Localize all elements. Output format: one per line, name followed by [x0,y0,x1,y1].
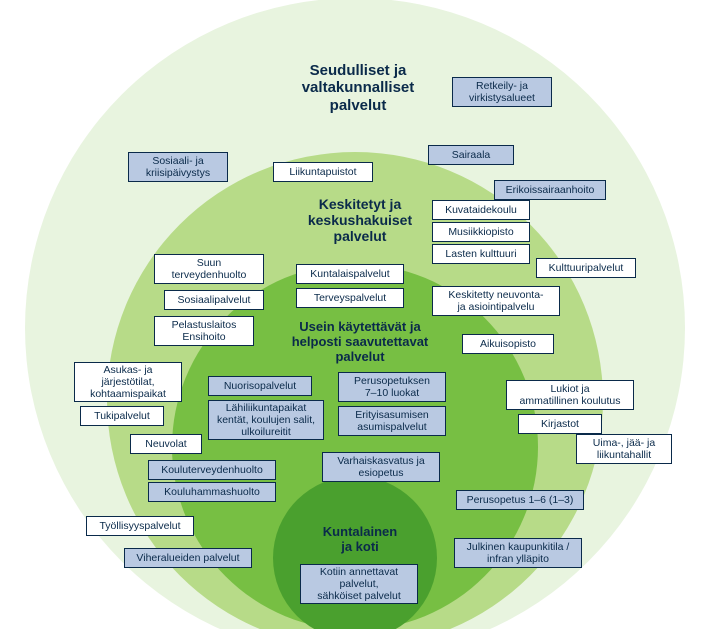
service-box-nuorisop: Nuorisopalvelut [208,376,312,396]
service-box-kotiin: Kotiin annettavat palvelut, sähköiset pa… [300,564,418,604]
service-box-liikpuistot: Liikuntapuistot [273,162,373,182]
service-box-varhais: Varhaiskasvatus ja esiopetus [322,452,440,482]
service-box-suunterv: Suun terveydenhuolto [154,254,264,284]
service-box-pelastus: Pelastuslaitos Ensihoito [154,316,254,346]
service-box-neuvolat: Neuvolat [130,434,202,454]
service-box-kuvataide: Kuvataidekoulu [432,200,530,220]
service-box-viheralueet: Viheralueiden palvelut [124,548,252,568]
service-box-tyollisyys: Työllisyyspalvelut [86,516,194,536]
service-box-kirjastot: Kirjastot [518,414,602,434]
service-box-lukiot: Lukiot ja ammatillinen koulutus [506,380,634,410]
service-box-sairaala: Sairaala [428,145,514,165]
service-box-kulttuuri: Kulttuuripalvelut [536,258,636,278]
service-box-musiikki: Musiikkiopisto [432,222,530,242]
service-box-retkeily: Retkeily- ja virkistysalueet [452,77,552,107]
service-box-lastenkult: Lasten kulttuuri [432,244,530,264]
service-box-uima: Uima-, jää- ja liikuntahallit [576,434,672,464]
heading-h3: Usein käytettävät ja helposti saavutetta… [265,320,455,365]
service-box-keskneuvonta: Keskitetty neuvonta- ja asiointipalvelu [432,286,560,316]
service-box-sosiaalip: Sosiaalipalvelut [164,290,264,310]
service-box-tukipalv: Tukipalvelut [80,406,164,426]
service-rings-diagram: Seudulliset ja valtakunnalliset palvelut… [0,0,711,629]
heading-h2: Keskitetyt ja keskushakuiset palvelut [276,196,444,244]
heading-h1: Seudulliset ja valtakunnalliset palvelut [273,62,443,114]
heading-h4: Kuntalainen ja koti [300,525,420,555]
service-box-aikuisop: Aikuisopisto [462,334,554,354]
service-box-kuntalaisp: Kuntalaispalvelut [296,264,404,284]
service-box-lahiliik: Lähiliikuntapaikat kentät, koulujen sali… [208,400,324,440]
service-box-koulterv: Kouluterveydenhuolto [148,460,276,480]
service-box-perusop710: Perusopetuksen 7–10 luokat [338,372,446,402]
service-box-julkinen: Julkinen kaupunkitila / infran ylläpito [454,538,582,568]
service-box-erityisasum: Erityisasumisen asumispalvelut [338,406,446,436]
service-box-kouluhammas: Kouluhammashuolto [148,482,276,502]
service-box-asukas: Asukas- ja järjestötilat, kohtaamispaika… [74,362,182,402]
service-box-terveysp: Terveyspalvelut [296,288,404,308]
service-box-eriksair: Erikoissairaanhoito [494,180,606,200]
service-box-sospaiv: Sosiaali- ja kriisipäivystys [128,152,228,182]
service-box-perusop16: Perusopetus 1–6 (1–3) [456,490,584,510]
